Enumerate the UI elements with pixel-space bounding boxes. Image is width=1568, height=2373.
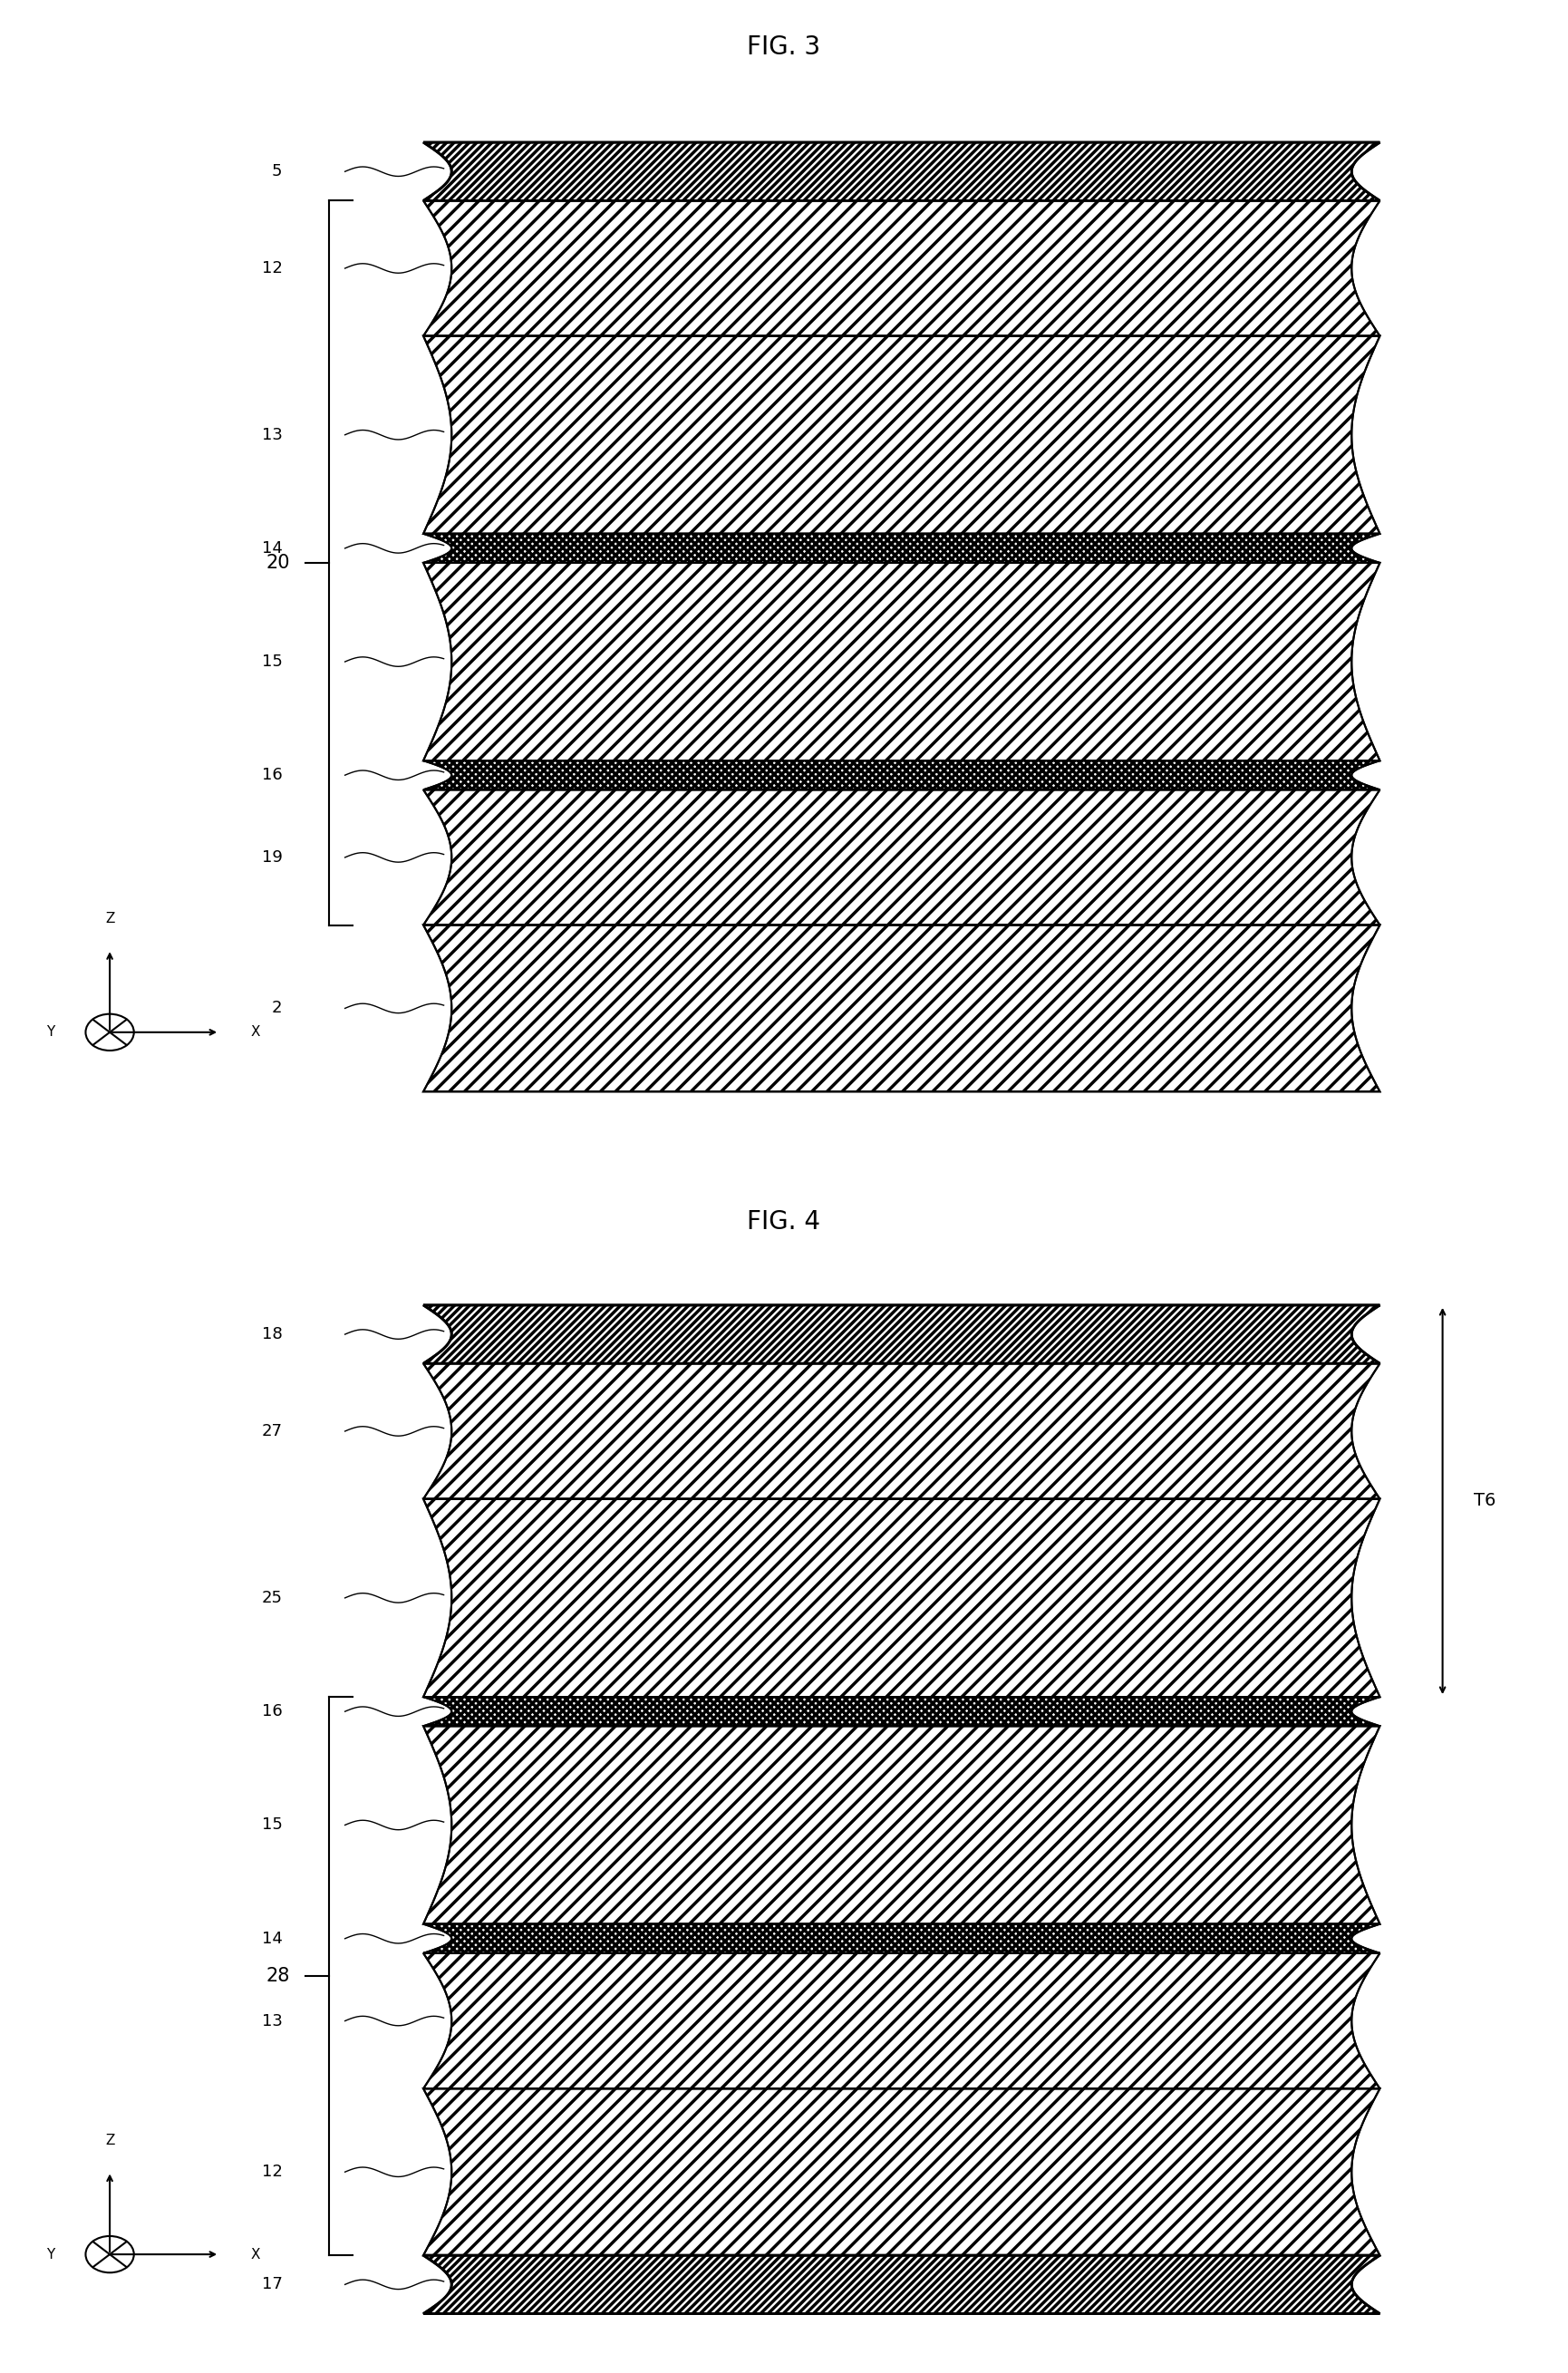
Polygon shape bbox=[423, 2088, 1380, 2254]
Text: 16: 16 bbox=[262, 766, 282, 783]
Text: 14: 14 bbox=[262, 541, 282, 555]
Text: X: X bbox=[251, 1025, 260, 1039]
Text: 25: 25 bbox=[262, 1590, 282, 1607]
Polygon shape bbox=[423, 202, 1380, 337]
Text: FIG. 4: FIG. 4 bbox=[748, 1210, 820, 1234]
Polygon shape bbox=[423, 1725, 1380, 1925]
Text: 17: 17 bbox=[262, 2276, 282, 2292]
Text: 20: 20 bbox=[267, 553, 290, 572]
Polygon shape bbox=[423, 1364, 1380, 1500]
Text: 15: 15 bbox=[262, 653, 282, 669]
Text: 13: 13 bbox=[262, 427, 282, 444]
Text: 13: 13 bbox=[262, 2012, 282, 2029]
Polygon shape bbox=[423, 1305, 1380, 1364]
Text: 27: 27 bbox=[262, 1424, 282, 1440]
Polygon shape bbox=[423, 1500, 1380, 1697]
Polygon shape bbox=[423, 2254, 1380, 2314]
Polygon shape bbox=[423, 142, 1380, 202]
Text: 2: 2 bbox=[271, 999, 282, 1016]
Text: 19: 19 bbox=[262, 850, 282, 866]
Polygon shape bbox=[423, 762, 1380, 790]
Text: Y: Y bbox=[45, 1025, 55, 1039]
Text: 12: 12 bbox=[262, 261, 282, 278]
Text: 18: 18 bbox=[262, 1327, 282, 1343]
Polygon shape bbox=[423, 562, 1380, 762]
Text: 15: 15 bbox=[262, 1818, 282, 1834]
Polygon shape bbox=[423, 790, 1380, 925]
Polygon shape bbox=[423, 925, 1380, 1092]
Text: 28: 28 bbox=[267, 1967, 290, 1986]
Text: Z: Z bbox=[105, 2133, 114, 2148]
Polygon shape bbox=[423, 337, 1380, 534]
Text: FIG. 3: FIG. 3 bbox=[748, 36, 820, 59]
Polygon shape bbox=[423, 1953, 1380, 2088]
Text: X: X bbox=[251, 2247, 260, 2261]
Polygon shape bbox=[423, 1925, 1380, 1953]
Polygon shape bbox=[423, 1697, 1380, 1725]
Text: Y: Y bbox=[45, 2247, 55, 2261]
Text: 12: 12 bbox=[262, 2164, 282, 2181]
Text: 16: 16 bbox=[262, 1704, 282, 1720]
Text: 5: 5 bbox=[271, 164, 282, 180]
Text: 14: 14 bbox=[262, 1932, 282, 1946]
Polygon shape bbox=[423, 534, 1380, 562]
Text: Z: Z bbox=[105, 911, 114, 925]
Text: T6: T6 bbox=[1474, 1493, 1496, 1509]
